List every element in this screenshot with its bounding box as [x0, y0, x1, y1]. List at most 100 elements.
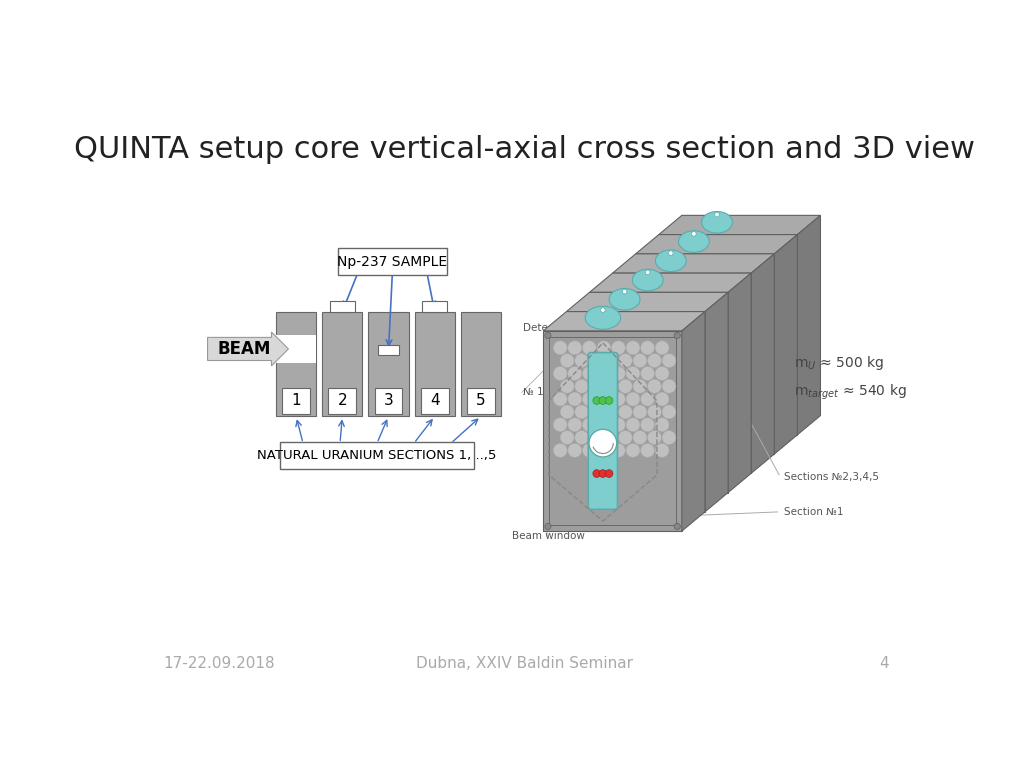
- Text: № 1: № 1: [523, 388, 544, 398]
- Circle shape: [604, 405, 617, 419]
- Circle shape: [545, 333, 551, 339]
- Ellipse shape: [679, 230, 710, 253]
- Circle shape: [647, 405, 662, 419]
- Circle shape: [553, 443, 567, 457]
- Circle shape: [623, 290, 627, 294]
- Circle shape: [590, 354, 603, 368]
- Circle shape: [641, 392, 654, 406]
- Circle shape: [626, 366, 640, 380]
- Circle shape: [743, 465, 750, 472]
- FancyBboxPatch shape: [658, 234, 798, 435]
- FancyBboxPatch shape: [375, 388, 402, 414]
- Circle shape: [560, 405, 574, 419]
- FancyBboxPatch shape: [566, 312, 705, 511]
- Circle shape: [568, 418, 582, 432]
- Circle shape: [593, 470, 600, 478]
- Circle shape: [604, 379, 617, 393]
- Text: 5: 5: [476, 393, 485, 409]
- Circle shape: [597, 392, 610, 406]
- Text: № 6: № 6: [601, 328, 622, 338]
- Circle shape: [611, 366, 626, 380]
- Circle shape: [655, 443, 669, 457]
- Circle shape: [767, 446, 773, 452]
- Circle shape: [647, 354, 662, 368]
- Text: № 3: № 3: [559, 362, 580, 372]
- FancyArrow shape: [208, 332, 289, 366]
- Circle shape: [790, 427, 796, 433]
- Polygon shape: [774, 234, 798, 454]
- Polygon shape: [682, 312, 705, 531]
- Circle shape: [641, 341, 654, 355]
- Circle shape: [583, 366, 596, 380]
- Circle shape: [574, 354, 589, 368]
- Circle shape: [560, 431, 574, 445]
- Circle shape: [593, 397, 600, 405]
- Circle shape: [663, 405, 676, 419]
- Circle shape: [655, 366, 669, 380]
- Circle shape: [568, 443, 582, 457]
- Polygon shape: [636, 234, 798, 254]
- Polygon shape: [705, 293, 728, 511]
- Circle shape: [618, 379, 632, 393]
- Circle shape: [568, 366, 582, 380]
- FancyBboxPatch shape: [369, 312, 409, 415]
- Circle shape: [590, 405, 603, 419]
- Text: Sections №2,3,4,5: Sections №2,3,4,5: [783, 472, 879, 482]
- Circle shape: [591, 294, 597, 300]
- Ellipse shape: [632, 270, 664, 291]
- Polygon shape: [544, 312, 705, 331]
- Text: № 5: № 5: [586, 339, 606, 349]
- Circle shape: [790, 236, 796, 243]
- FancyBboxPatch shape: [276, 312, 316, 415]
- Circle shape: [626, 341, 640, 355]
- FancyBboxPatch shape: [421, 388, 449, 414]
- Text: BEAM: BEAM: [218, 340, 271, 358]
- Polygon shape: [798, 215, 820, 435]
- Text: 1: 1: [291, 393, 301, 409]
- Circle shape: [560, 354, 574, 368]
- Text: Beam window: Beam window: [512, 531, 586, 541]
- Circle shape: [597, 341, 610, 355]
- Circle shape: [590, 379, 603, 393]
- Circle shape: [647, 431, 662, 445]
- Circle shape: [641, 418, 654, 432]
- Text: № 4: № 4: [571, 351, 592, 361]
- Circle shape: [604, 431, 617, 445]
- Circle shape: [633, 354, 647, 368]
- FancyBboxPatch shape: [612, 273, 752, 473]
- Ellipse shape: [609, 289, 640, 310]
- Polygon shape: [752, 254, 774, 473]
- Ellipse shape: [585, 306, 621, 329]
- Circle shape: [633, 379, 647, 393]
- Circle shape: [611, 341, 626, 355]
- Text: 3: 3: [384, 393, 393, 409]
- Circle shape: [574, 405, 589, 419]
- Circle shape: [626, 418, 640, 432]
- Text: 2: 2: [338, 393, 347, 409]
- FancyBboxPatch shape: [276, 335, 316, 363]
- Text: Section №1: Section №1: [783, 507, 843, 517]
- Ellipse shape: [701, 211, 732, 233]
- Circle shape: [618, 354, 632, 368]
- Circle shape: [553, 366, 567, 380]
- Circle shape: [597, 418, 610, 432]
- FancyBboxPatch shape: [378, 346, 399, 355]
- Circle shape: [645, 270, 650, 275]
- Circle shape: [618, 431, 632, 445]
- Text: m$_U$ ≈ 500 kg: m$_U$ ≈ 500 kg: [795, 354, 885, 372]
- Polygon shape: [566, 293, 728, 312]
- Text: QUINTA setup core vertical-axial cross section and 3D view: QUINTA setup core vertical-axial cross s…: [75, 135, 975, 164]
- Circle shape: [597, 443, 610, 457]
- Circle shape: [655, 341, 669, 355]
- Circle shape: [660, 236, 667, 243]
- Circle shape: [614, 465, 621, 472]
- FancyBboxPatch shape: [280, 442, 474, 469]
- Circle shape: [691, 231, 696, 236]
- FancyBboxPatch shape: [330, 301, 354, 312]
- Circle shape: [669, 251, 673, 256]
- Circle shape: [560, 379, 574, 393]
- FancyBboxPatch shape: [283, 388, 310, 414]
- FancyBboxPatch shape: [329, 388, 356, 414]
- FancyBboxPatch shape: [544, 331, 682, 531]
- Circle shape: [633, 405, 647, 419]
